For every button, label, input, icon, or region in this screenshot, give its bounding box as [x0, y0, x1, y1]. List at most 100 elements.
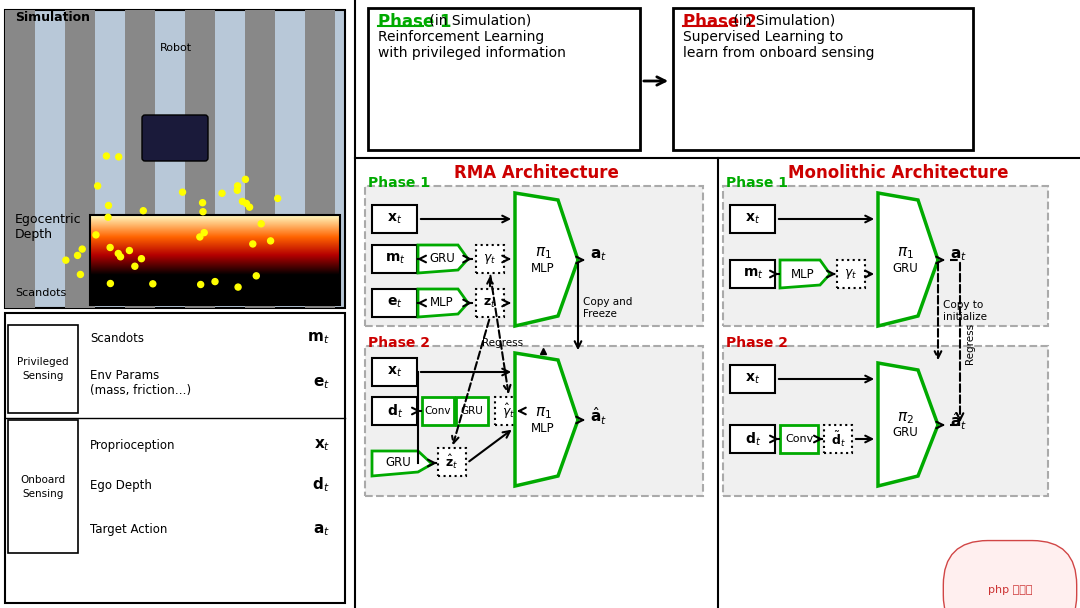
FancyBboxPatch shape — [90, 231, 340, 232]
Circle shape — [107, 244, 113, 250]
FancyBboxPatch shape — [365, 186, 703, 326]
Text: Copy to
initialize: Copy to initialize — [943, 300, 987, 322]
Text: $\mathbf{x}_t$: $\mathbf{x}_t$ — [313, 437, 330, 453]
FancyBboxPatch shape — [90, 237, 340, 238]
FancyBboxPatch shape — [90, 244, 340, 245]
Text: MLP: MLP — [531, 421, 555, 435]
Text: MLP: MLP — [531, 261, 555, 274]
Circle shape — [138, 256, 145, 261]
FancyBboxPatch shape — [90, 272, 340, 273]
FancyBboxPatch shape — [245, 10, 275, 308]
FancyBboxPatch shape — [90, 268, 340, 269]
Circle shape — [200, 209, 206, 215]
FancyBboxPatch shape — [372, 397, 417, 425]
Circle shape — [107, 280, 113, 286]
Polygon shape — [515, 193, 578, 326]
FancyBboxPatch shape — [90, 302, 340, 303]
Text: $\mathbf{d}_t$: $\mathbf{d}_t$ — [387, 402, 403, 420]
Text: Phase 2: Phase 2 — [726, 336, 788, 350]
Text: Conv: Conv — [785, 434, 813, 444]
FancyBboxPatch shape — [372, 205, 417, 233]
FancyBboxPatch shape — [90, 216, 340, 217]
Text: $\mathbf{z}_t$: $\mathbf{z}_t$ — [484, 297, 497, 309]
Text: Onboard
Sensing: Onboard Sensing — [21, 475, 66, 499]
FancyBboxPatch shape — [90, 240, 340, 241]
FancyBboxPatch shape — [824, 425, 852, 453]
FancyBboxPatch shape — [90, 304, 340, 305]
Text: Robot: Robot — [160, 43, 192, 53]
Text: Target Action: Target Action — [90, 523, 167, 536]
Circle shape — [104, 153, 109, 159]
FancyBboxPatch shape — [90, 229, 340, 230]
Polygon shape — [372, 451, 432, 476]
Text: Phase 1: Phase 1 — [378, 13, 451, 31]
FancyBboxPatch shape — [90, 236, 340, 237]
FancyBboxPatch shape — [90, 215, 340, 216]
Text: GRU: GRU — [892, 261, 918, 274]
FancyBboxPatch shape — [723, 346, 1048, 496]
Circle shape — [219, 190, 225, 196]
FancyBboxPatch shape — [90, 299, 340, 300]
FancyBboxPatch shape — [90, 238, 340, 239]
FancyBboxPatch shape — [90, 267, 340, 268]
FancyBboxPatch shape — [90, 249, 340, 250]
FancyBboxPatch shape — [90, 260, 340, 261]
Circle shape — [79, 246, 85, 252]
FancyBboxPatch shape — [90, 242, 340, 243]
Circle shape — [197, 234, 203, 240]
Circle shape — [75, 252, 81, 258]
FancyBboxPatch shape — [90, 217, 340, 218]
FancyBboxPatch shape — [90, 280, 340, 281]
FancyBboxPatch shape — [90, 256, 340, 257]
FancyBboxPatch shape — [365, 346, 703, 496]
FancyBboxPatch shape — [90, 270, 340, 271]
FancyBboxPatch shape — [90, 293, 340, 294]
Text: $\pi_2$: $\pi_2$ — [896, 410, 914, 426]
Text: $\mathbf{m}_t$: $\mathbf{m}_t$ — [308, 330, 330, 346]
Text: $\pi_1$: $\pi_1$ — [535, 245, 552, 261]
FancyBboxPatch shape — [90, 282, 340, 283]
FancyBboxPatch shape — [90, 285, 340, 286]
Text: $\pi_1$: $\pi_1$ — [535, 405, 552, 421]
FancyBboxPatch shape — [90, 227, 340, 228]
Text: (in Simulation): (in Simulation) — [426, 13, 531, 27]
FancyBboxPatch shape — [422, 397, 454, 425]
FancyBboxPatch shape — [90, 295, 340, 296]
FancyBboxPatch shape — [90, 239, 340, 240]
FancyBboxPatch shape — [90, 233, 340, 234]
FancyBboxPatch shape — [90, 277, 340, 278]
Text: $\gamma_t$: $\gamma_t$ — [845, 267, 858, 281]
FancyBboxPatch shape — [90, 263, 340, 264]
Circle shape — [179, 189, 186, 195]
FancyBboxPatch shape — [185, 10, 215, 308]
Text: php 中文网: php 中文网 — [988, 585, 1032, 595]
FancyBboxPatch shape — [90, 303, 340, 304]
Circle shape — [93, 232, 99, 238]
FancyBboxPatch shape — [90, 219, 340, 220]
FancyBboxPatch shape — [90, 226, 340, 227]
FancyBboxPatch shape — [90, 255, 340, 256]
Circle shape — [258, 221, 265, 227]
FancyBboxPatch shape — [723, 186, 1048, 326]
FancyBboxPatch shape — [90, 228, 340, 229]
Polygon shape — [878, 193, 939, 326]
Circle shape — [118, 254, 123, 260]
Circle shape — [268, 238, 273, 244]
FancyBboxPatch shape — [90, 287, 340, 288]
Text: $\hat{\mathbf{z}}_t$: $\hat{\mathbf{z}}_t$ — [445, 453, 459, 471]
FancyBboxPatch shape — [90, 286, 340, 287]
FancyBboxPatch shape — [65, 10, 95, 308]
FancyBboxPatch shape — [90, 232, 340, 233]
Circle shape — [212, 278, 218, 285]
FancyBboxPatch shape — [780, 425, 818, 453]
FancyBboxPatch shape — [90, 284, 340, 285]
Circle shape — [140, 208, 146, 214]
FancyBboxPatch shape — [372, 245, 417, 273]
Text: $\mathbf{a}_t$: $\mathbf{a}_t$ — [950, 247, 967, 263]
Circle shape — [242, 176, 248, 182]
Circle shape — [201, 230, 207, 236]
Text: $\hat{\mathbf{a}}_t$: $\hat{\mathbf{a}}_t$ — [590, 405, 607, 427]
Text: GRU: GRU — [461, 406, 484, 416]
Polygon shape — [418, 245, 468, 273]
FancyBboxPatch shape — [90, 290, 340, 291]
